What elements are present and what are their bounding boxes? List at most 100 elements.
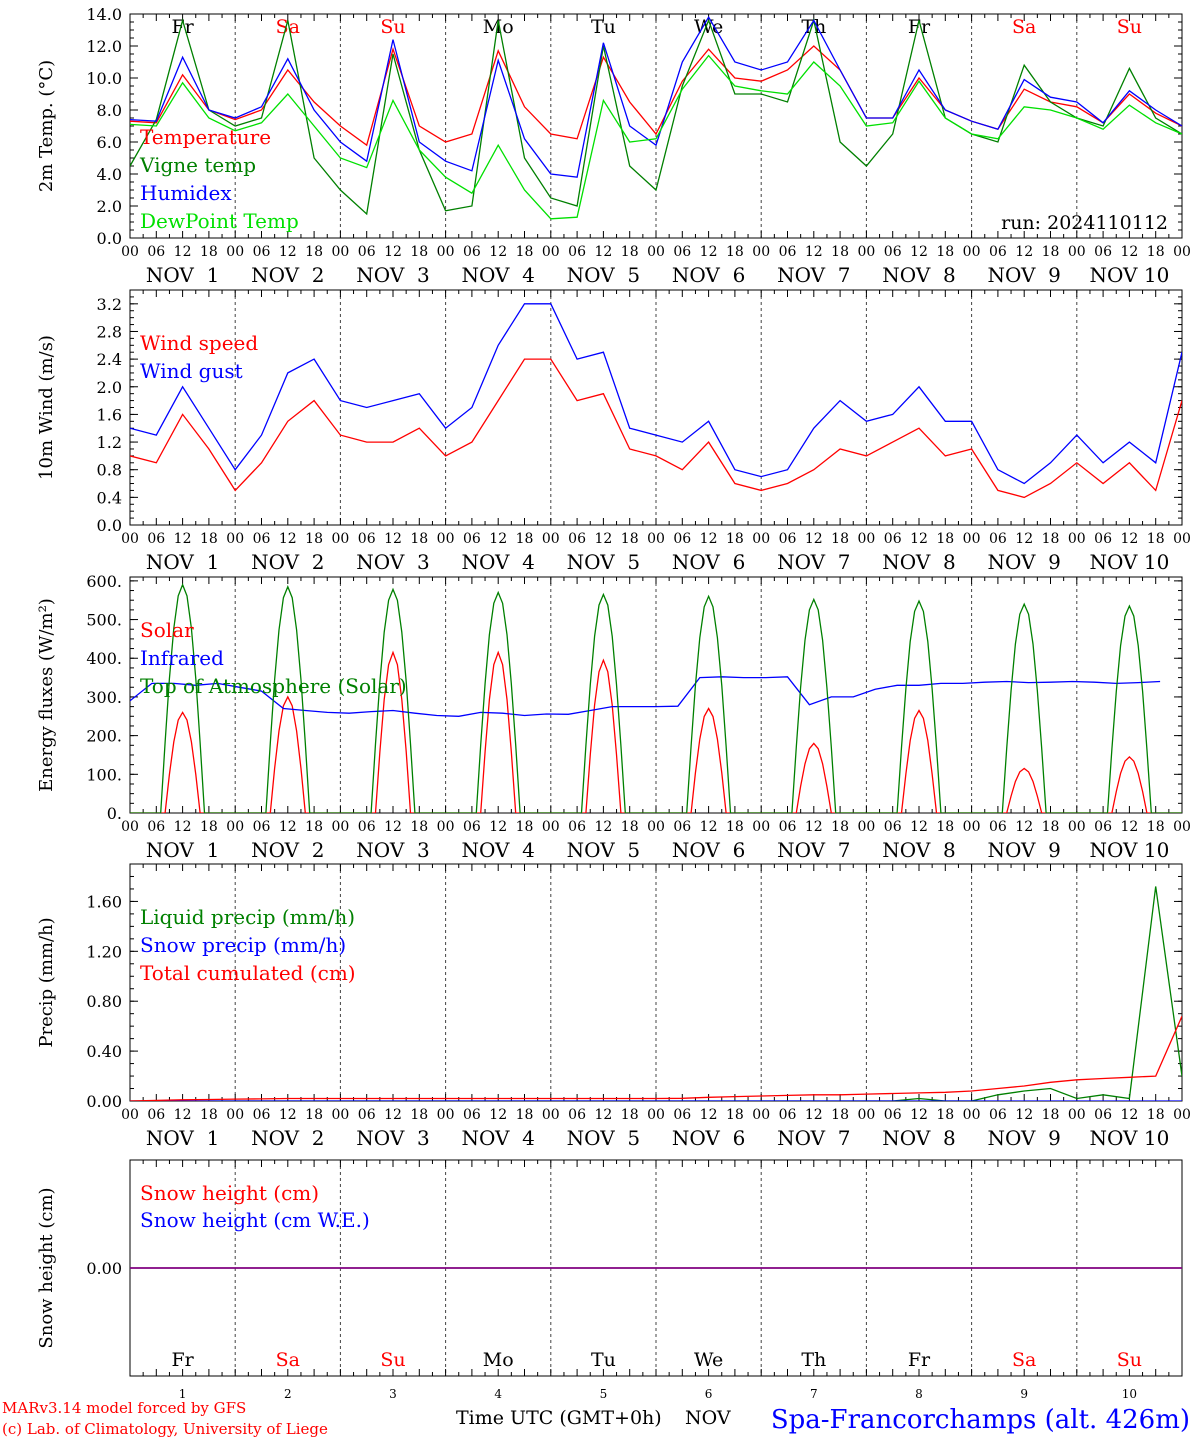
hour-tick-label: 12 <box>489 819 507 835</box>
hour-tick-label: 18 <box>305 819 323 835</box>
hour-tick-label: 18 <box>305 1107 323 1123</box>
hour-tick-label: 00 <box>647 819 665 835</box>
hour-tick-label: 00 <box>226 244 244 260</box>
footer: MARv3.14 model forced by GFS (c) Lab. of … <box>2 1399 1190 1438</box>
time-axis-label: Time UTC (GMT+0h) <box>456 1407 662 1429</box>
date-label: NOV 8 <box>882 550 955 574</box>
hour-tick-label: 00 <box>226 531 244 547</box>
hour-tick-label: 00 <box>647 1107 665 1123</box>
date-label: NOV 5 <box>567 550 640 574</box>
date-label: NOV 5 <box>567 1126 640 1150</box>
day-abbr-label: Su <box>380 1349 405 1371</box>
hour-tick-label: 12 <box>910 531 928 547</box>
hour-tick-label: 18 <box>936 819 954 835</box>
date-label: NOV 1 <box>146 1126 219 1150</box>
date-label: NOV 6 <box>672 550 745 574</box>
day-number-label: 10 <box>1122 1387 1137 1401</box>
hour-tick-label: 00 <box>121 819 139 835</box>
hour-tick-label: 06 <box>1094 1107 1112 1123</box>
hour-tick-label: 12 <box>1120 244 1138 260</box>
day-number-label: 1 <box>179 1387 187 1401</box>
legend-entry: Vigne temp <box>139 153 256 177</box>
hour-tick-label: 12 <box>384 819 402 835</box>
hour-tick-label: 12 <box>700 531 718 547</box>
day-abbr-label: Tu <box>591 16 616 38</box>
y-tick-label: 0.40 <box>86 1042 122 1061</box>
date-label: NOV 10 <box>1090 263 1170 287</box>
date-label: NOV 7 <box>777 838 850 862</box>
hour-tick-label: 00 <box>857 531 875 547</box>
day-number-label: 6 <box>705 1387 713 1401</box>
day-abbr-label: Fr <box>171 1349 194 1371</box>
hour-tick-label: 18 <box>831 244 849 260</box>
hour-tick-label: 06 <box>989 531 1007 547</box>
y-tick-label: 600. <box>86 572 122 591</box>
hour-tick-label: 12 <box>489 244 507 260</box>
hour-tick-label: 12 <box>700 819 718 835</box>
legend-entry: Snow precip (mm/h) <box>140 933 346 957</box>
panel-precip: 0.00 0.40 0.80 1.20 1.60 Precip (mm/h) 00 06 12 1… <box>36 863 1191 1150</box>
hour-tick-label: 18 <box>516 819 534 835</box>
date-label: NOV 6 <box>672 263 745 287</box>
hour-tick-label: 06 <box>884 819 902 835</box>
legend-entry: Solar <box>140 618 194 642</box>
hour-tick-label: 06 <box>463 819 481 835</box>
hour-tick-label: 06 <box>358 531 376 547</box>
hour-tick-label: 06 <box>779 819 797 835</box>
date-label: NOV 9 <box>987 263 1060 287</box>
day-abbr-label: Fr <box>171 16 194 38</box>
hour-tick-label: 12 <box>174 531 192 547</box>
hour-tick-label: 06 <box>884 244 902 260</box>
hour-tick-label: 18 <box>726 244 744 260</box>
hour-tick-label: 00 <box>1068 1107 1086 1123</box>
date-label: NOV 2 <box>251 550 324 574</box>
hour-tick-label: 00 <box>752 531 770 547</box>
series-line <box>130 303 1182 485</box>
hour-tick-label: 06 <box>673 819 691 835</box>
hour-tick-label: 18 <box>621 819 639 835</box>
hour-tick-label: 00 <box>857 1107 875 1123</box>
date-label: NOV 9 <box>987 838 1060 862</box>
y-tick-label: 300. <box>86 688 122 707</box>
hour-tick-label: 12 <box>910 819 928 835</box>
panel-wind: 0.0 0.4 0.8 1.2 1.6 2.0 2.4 2.8 3.2 10m Wind (m/s… <box>36 289 1191 574</box>
hour-tick-label: 18 <box>200 819 218 835</box>
series-line <box>130 17 1182 216</box>
series-line <box>130 54 1182 220</box>
hour-tick-label: 00 <box>857 819 875 835</box>
date-label: NOV 9 <box>987 1126 1060 1150</box>
hour-tick-label: 18 <box>726 531 744 547</box>
legend-entry: Snow height (cm W.E.) <box>140 1208 370 1232</box>
series-group <box>130 303 1182 499</box>
hour-tick-label: 12 <box>910 244 928 260</box>
hour-tick-label: 00 <box>542 244 560 260</box>
hour-tick-label: 00 <box>963 244 981 260</box>
hour-tick-label: 12 <box>1015 244 1033 260</box>
y-tick-label: 0. <box>107 804 122 823</box>
hour-tick-label: 18 <box>621 531 639 547</box>
hour-tick-label: 00 <box>121 1107 139 1123</box>
hour-tick-label: 18 <box>1042 1107 1060 1123</box>
hour-tick-label: 18 <box>1147 1107 1165 1123</box>
y-tick-label: 1.60 <box>86 892 122 911</box>
hour-tick-label: 12 <box>1120 531 1138 547</box>
hour-tick-label: 12 <box>279 244 297 260</box>
hour-tick-label: 18 <box>621 244 639 260</box>
date-label: NOV 1 <box>146 550 219 574</box>
hour-tick-label: 12 <box>489 1107 507 1123</box>
hour-tick-label: 12 <box>279 819 297 835</box>
day-abbr-label: We <box>694 16 723 38</box>
day-abbr-label: Sa <box>1012 1349 1036 1371</box>
hour-tick-label: 06 <box>358 1107 376 1123</box>
series-group <box>130 886 1182 1101</box>
hour-tick-label: 06 <box>568 244 586 260</box>
hour-tick-label: 06 <box>147 244 165 260</box>
date-label: NOV 3 <box>356 1126 429 1150</box>
hour-tick-label: 00 <box>1068 819 1086 835</box>
day-number-label: 5 <box>600 1387 608 1401</box>
day-number-label: 8 <box>915 1387 923 1401</box>
y-tick-label: 100. <box>86 765 122 784</box>
hour-tick-label: 00 <box>647 531 665 547</box>
hour-tick-label: 18 <box>621 1107 639 1123</box>
